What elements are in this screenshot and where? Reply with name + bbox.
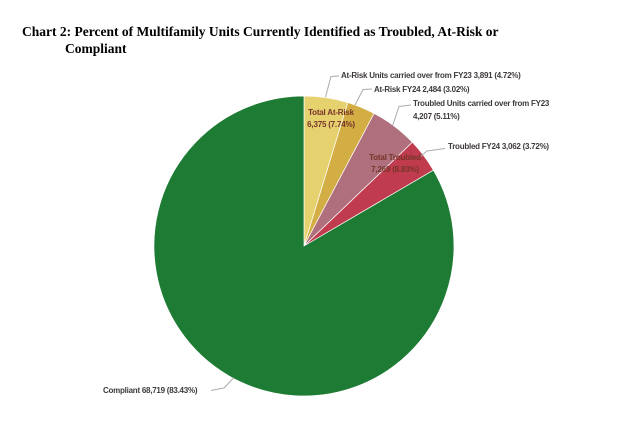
- chart-title: Chart 2: Percent of Multifamily Units Cu…: [22, 23, 498, 57]
- leader-line-troubled-carry: [392, 104, 412, 127]
- chart-title-line1: Chart 2: Percent of Multifamily Units Cu…: [22, 24, 499, 39]
- slice-label-total-troubled: Total Troubled 7,269 (8.83%): [369, 152, 421, 176]
- leader-line-compliant: [210, 377, 234, 391]
- leader-line-at-risk-fy24: [354, 88, 373, 106]
- callout-troubled-fy24: Troubled FY24 3,062 (3.72%): [448, 142, 549, 151]
- callout-at-risk-fy24: At-Risk FY24 2,484 (3.02%): [374, 84, 470, 94]
- callout-troubled-carry: Troubled Units carried over from FY23 4,…: [413, 97, 549, 123]
- slice-label-total-at-risk: Total At-Risk 6,375 (7.74%): [307, 107, 355, 131]
- callout-at-risk-carry: At-Risk Units carried over from FY23 3,8…: [341, 71, 521, 80]
- leader-line-at-risk-carry: [325, 75, 340, 98]
- leader-lines: [210, 75, 446, 391]
- slice-label-total-at-risk-line1: Total At-Risk: [308, 108, 354, 117]
- slice-label-total-troubled-line2: 7,269 (8.83%): [371, 165, 419, 174]
- slice-label-total-troubled-line1: Total Troubled: [369, 153, 421, 162]
- slice-label-total-at-risk-line2: 6,375 (7.74%): [307, 120, 355, 129]
- pie-slices: [153, 95, 455, 397]
- callout-troubled-carry-line1: Troubled Units carried over from FY23: [413, 99, 550, 108]
- leader-line-troubled-fy24: [420, 148, 446, 157]
- chart-title-line2: Compliant: [65, 41, 127, 56]
- callout-troubled-carry-line2: 4,207 (5.11%): [413, 112, 460, 121]
- pie-slice-compliant: [153, 95, 455, 397]
- callout-compliant: Compliant 68,719 (83.43%): [103, 386, 198, 395]
